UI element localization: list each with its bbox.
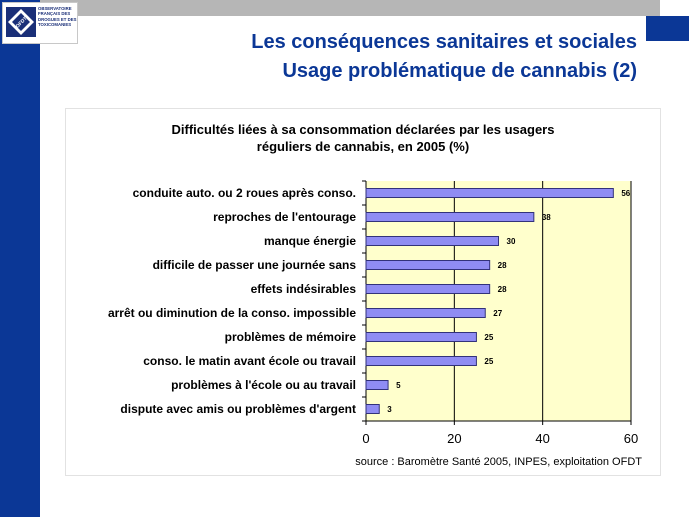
value-label: 30 [507, 237, 516, 246]
value-label: 5 [396, 381, 401, 390]
category-label: arrêt ou diminution de la conso. impossi… [108, 306, 356, 320]
value-label: 25 [484, 357, 493, 366]
logo-text: OBSERVATOIRE FRANÇAIS DES DROGUES ET DES… [38, 6, 78, 27]
value-label: 25 [484, 333, 493, 342]
logo-text-line: FRANÇAIS DES [38, 11, 71, 17]
slide-subtitle: Usage problématique de cannabis (2) [282, 60, 637, 82]
category-label: reproches de l'entourage [213, 210, 356, 224]
bar [365, 404, 380, 414]
x-tick-label: 40 [535, 431, 549, 446]
category-label: manque énergie [264, 234, 356, 248]
chart-panel: Difficultés liées à sa consommation décl… [65, 108, 661, 476]
bar [365, 332, 477, 342]
category-label: difficile de passer une journée sans [153, 258, 357, 272]
bar [365, 284, 491, 294]
value-label: 38 [542, 213, 551, 222]
value-label: 3 [387, 405, 392, 414]
chart-title: Difficultés liées à sa consommation décl… [172, 122, 555, 137]
bar [365, 212, 535, 222]
left-accent-bar [0, 0, 40, 517]
chart-title: réguliers de cannabis, en 2005 (%) [257, 139, 469, 154]
top-gray-bar [40, 0, 660, 16]
x-tick-label: 20 [447, 431, 461, 446]
category-label: problèmes à l'école ou au travail [171, 378, 356, 392]
bar [365, 260, 491, 270]
slide-title: Les conséquences sanitaires et sociales [251, 31, 637, 53]
logo-text-line: DROGUES ET DES [38, 16, 77, 22]
value-label: 28 [498, 285, 507, 294]
category-label: problèmes de mémoire [225, 330, 357, 344]
x-tick-label: 60 [624, 431, 638, 446]
category-label: dispute avec amis ou problèmes d'argent [120, 402, 356, 416]
ofdt-logo: OFDT OBSERVATOIRE FRANÇAIS DES DROGUES E… [2, 2, 78, 44]
bar [365, 356, 477, 366]
source-note: source : Baromètre Santé 2005, INPES, ex… [355, 456, 642, 468]
x-tick-label: 0 [362, 431, 369, 446]
corner-accent [646, 16, 689, 41]
value-label: 28 [498, 261, 507, 270]
category-label: effets indésirables [251, 282, 357, 296]
bar [365, 236, 499, 246]
bar [365, 188, 614, 198]
value-label: 27 [493, 309, 502, 318]
ofdt-logo-mark: OFDT [6, 7, 36, 37]
category-label: conduite auto. ou 2 roues après conso. [133, 186, 356, 200]
value-label: 56 [621, 189, 630, 198]
bar-chart: Difficultés liées à sa consommation décl… [108, 122, 642, 468]
logo-text-line: OBSERVATOIRE [38, 6, 72, 11]
category-label: conso. le matin avant école ou travail [143, 354, 356, 368]
bar [365, 308, 486, 318]
logo-text-line: TOXICOMANIES [38, 21, 72, 27]
bar [365, 380, 389, 390]
